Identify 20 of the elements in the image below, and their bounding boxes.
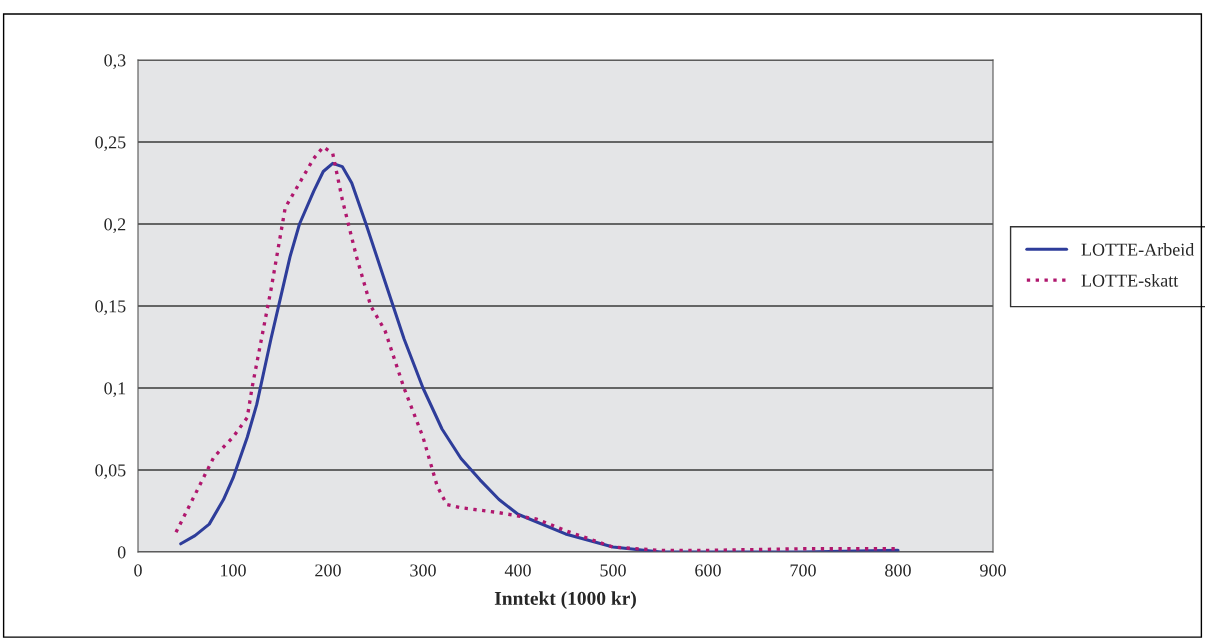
x-tick-label: 300	[410, 564, 436, 577]
y-tick-label: 0,1	[104, 382, 126, 398]
x-tick-label: 500	[600, 564, 626, 577]
y-tick-label: 0,2	[104, 218, 126, 234]
legend-label: LOTTE-skatt	[1081, 273, 1179, 287]
x-tick-label: 100	[221, 564, 246, 577]
x-tick-label: 700	[790, 564, 816, 577]
x-axis-title: Inntekt (1000 kr)	[494, 591, 636, 609]
y-tick-label: 0	[117, 546, 126, 559]
y-tick-label: 0,15	[95, 300, 126, 316]
y-tick-label: 0,3	[104, 54, 126, 70]
x-tick-label: 400	[504, 564, 531, 577]
y-tick-label: 0,25	[95, 136, 126, 152]
x-tick-label: 200	[315, 564, 341, 577]
x-tick-label: 800	[885, 564, 911, 577]
y-tick-label: 0,05	[95, 464, 126, 480]
x-tick-label: 600	[695, 564, 721, 577]
legend-label: LOTTE-Arbeid	[1081, 243, 1195, 256]
x-tick-label: 0	[134, 564, 142, 577]
x-tick-label: 900	[980, 564, 1006, 577]
